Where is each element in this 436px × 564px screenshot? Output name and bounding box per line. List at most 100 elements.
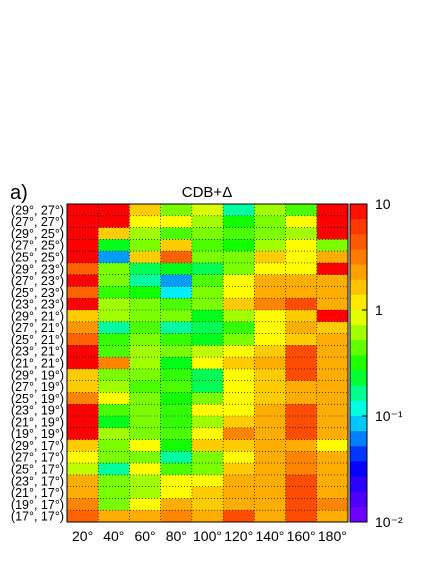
colorbar	[349, 203, 368, 523]
heatmap-cell	[316, 321, 349, 334]
y-tick-label: (23°, 19°)	[11, 404, 64, 418]
heatmap-cell	[254, 239, 286, 252]
x-tick-label: 160°	[287, 528, 316, 544]
heatmap-cell	[285, 274, 318, 287]
heatmap-cell	[316, 416, 349, 429]
heatmap-cell	[223, 204, 255, 217]
x-tick-label: 40°	[103, 528, 124, 544]
heatmap-cell	[191, 498, 224, 511]
heatmap-cell	[223, 380, 255, 393]
y-tick-label: (17°, 17°)	[11, 510, 64, 524]
heatmap-cell	[191, 215, 224, 228]
heatmap-cell	[98, 427, 130, 440]
heatmap-cell	[316, 274, 349, 287]
heatmap-cell	[67, 239, 99, 252]
heatmap-cell	[160, 463, 193, 476]
heatmap-cell	[129, 368, 162, 382]
heatmap-cell	[223, 310, 255, 323]
heatmap-cell	[191, 262, 224, 276]
heatmap-cell	[285, 262, 318, 276]
heatmap-cell	[285, 251, 318, 264]
heatmap-cell	[98, 215, 130, 228]
heatmap-cell	[316, 474, 349, 488]
heatmap-cell	[67, 357, 99, 370]
heatmap-cell	[254, 380, 286, 393]
colorbar-band	[350, 416, 367, 432]
heatmap-cell	[67, 416, 99, 429]
heatmap-cell	[129, 204, 162, 217]
heatmap-cell	[67, 474, 99, 488]
heatmap-cell	[285, 463, 318, 476]
heatmap-cell	[285, 204, 318, 217]
heatmap-cell	[254, 333, 286, 346]
heatmap-cell	[129, 486, 162, 499]
heatmap-cell	[160, 392, 193, 405]
x-tick-label: 100°	[193, 528, 222, 544]
heatmap-cell	[191, 321, 224, 334]
y-tick-label: (25°, 17°)	[11, 463, 64, 477]
heatmap-cell	[129, 380, 162, 393]
heatmap-cell	[285, 357, 318, 370]
y-tick-label: (29°, 17°)	[11, 439, 64, 453]
heatmap-cell	[67, 498, 99, 511]
heatmap-cell	[129, 298, 162, 311]
heatmap-cell	[67, 215, 99, 228]
heatmap-cell	[223, 427, 255, 440]
y-tick-label: (19°, 17°)	[11, 498, 64, 512]
heatmap-cell	[316, 510, 349, 523]
heatmap-cell	[160, 215, 193, 228]
heatmap-cell	[316, 380, 349, 393]
heatmap-cell	[191, 251, 224, 264]
colorbar-band	[350, 355, 367, 371]
heatmap-cell	[67, 321, 99, 334]
heatmap-cell	[254, 262, 286, 276]
heatmap-cell	[223, 392, 255, 405]
heatmap-cell	[98, 486, 130, 499]
colorbar-band	[350, 204, 367, 220]
heatmap-cell	[98, 310, 130, 323]
heatmap-cell	[67, 368, 99, 382]
heatmap-cell	[98, 345, 130, 358]
heatmap-cell	[160, 474, 193, 488]
heatmap-cell	[223, 357, 255, 370]
heatmap-cell	[254, 321, 286, 334]
heatmap-cell	[285, 427, 318, 440]
heatmap-cell	[98, 298, 130, 311]
heatmap-cell	[191, 392, 224, 405]
heatmap-cell	[254, 357, 286, 370]
y-tick-label: (27°, 21°)	[11, 321, 64, 335]
heatmap-cell	[223, 274, 255, 287]
heatmap-cells	[67, 204, 349, 523]
chart-title: CDB+Δ	[182, 184, 232, 201]
heatmap-cell	[316, 498, 349, 511]
heatmap-cell	[67, 286, 99, 299]
heatmap-cell	[98, 333, 130, 346]
heatmap-cell	[67, 298, 99, 311]
heatmap-cell	[254, 215, 286, 228]
heatmap-cell	[160, 416, 193, 429]
heatmap-cell	[98, 251, 130, 264]
heatmap-cell	[223, 404, 255, 417]
heatmap-cell	[316, 463, 349, 476]
heatmap-cell	[129, 498, 162, 511]
heatmap-cell	[285, 298, 318, 311]
heatmap-cell	[160, 357, 193, 370]
heatmap-cell	[191, 333, 224, 346]
y-tick-label: (29°, 19°)	[11, 368, 64, 382]
y-tick-label: (23°, 23°)	[11, 298, 64, 312]
heatmap-cell	[191, 451, 224, 464]
heatmap-cell	[223, 227, 255, 240]
y-tick-label: (27°, 27°)	[11, 215, 64, 229]
heatmap-cell	[67, 439, 99, 452]
y-tick-label: (29°, 27°)	[11, 203, 64, 217]
heatmap-cell	[254, 404, 286, 417]
heatmap-cell	[285, 215, 318, 228]
y-tick-label: (27°, 25°)	[11, 239, 64, 253]
y-tick-label: (29°, 25°)	[11, 227, 64, 241]
heatmap-cell	[160, 227, 193, 240]
heatmap-cell	[223, 463, 255, 476]
heatmap-cell	[160, 498, 193, 511]
heatmap-cell	[254, 510, 286, 523]
y-tick-label: (27°, 19°)	[11, 380, 64, 394]
colorbar-band	[350, 325, 367, 341]
